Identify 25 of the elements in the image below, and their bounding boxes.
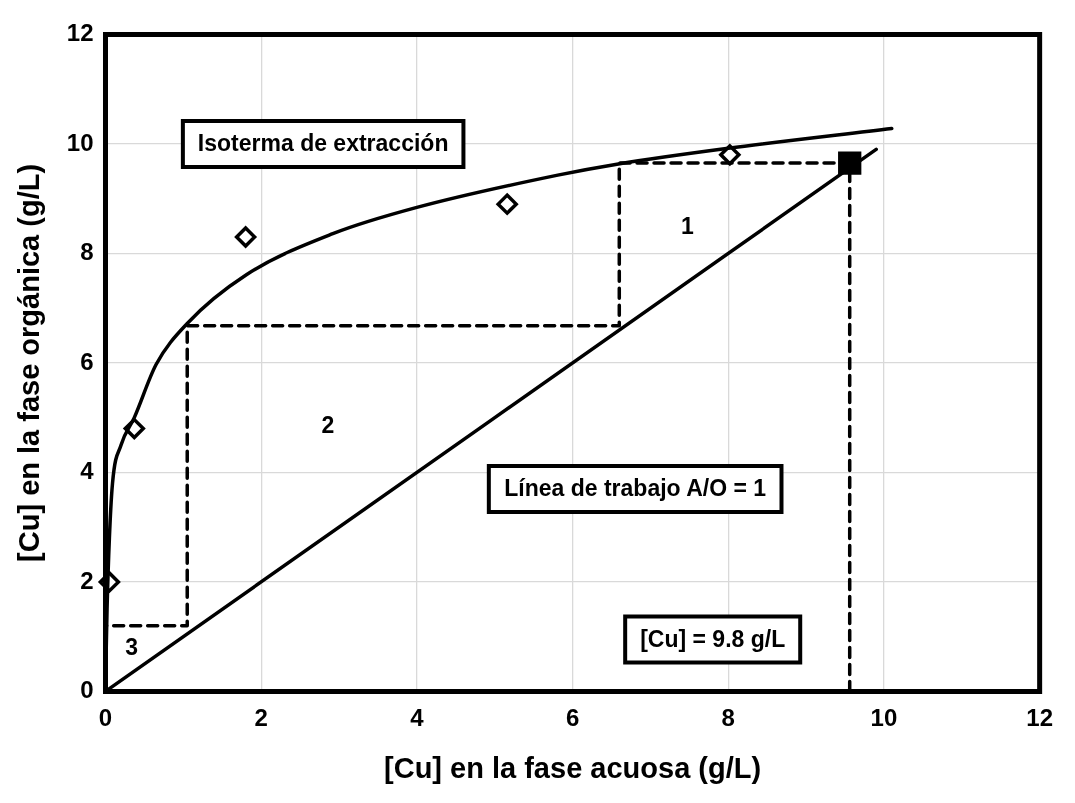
x-tick-label: 12 (1026, 704, 1053, 732)
y-tick-label: 12 (66, 19, 94, 47)
x-axis-title: [Cu] en la fase acuosa (g/L) (384, 751, 762, 784)
y-tick-label: 10 (66, 128, 94, 156)
annotation: 2 (321, 411, 335, 438)
x-tick-label: 2 (254, 704, 268, 732)
annotation: 3 (125, 633, 139, 660)
x-tick-label: 8 (721, 704, 735, 732)
point (719, 144, 741, 166)
annotation: Isoterma de extracción (197, 130, 449, 157)
x-tick-label: 4 (410, 704, 425, 732)
point (234, 226, 257, 248)
annotation: [Cu] = 9.8 g/L (640, 625, 786, 652)
y-tick-label: 6 (80, 347, 94, 375)
y-tick-label: 8 (80, 238, 94, 266)
y-tick-label: 0 (80, 676, 94, 704)
x-tick-label: 6 (565, 704, 580, 732)
point (496, 193, 518, 215)
y-axis-title: [Cu] en la fase orgánica (g/L) (13, 163, 46, 562)
y-tick-label: 4 (80, 457, 95, 485)
y-tick-label: 2 (80, 566, 94, 594)
x-tick-label: 0 (98, 704, 113, 732)
annotation: 1 (681, 212, 695, 239)
annotation: Línea de trabajo A/O = 1 (504, 475, 767, 502)
x-tick-label: 10 (870, 704, 898, 732)
